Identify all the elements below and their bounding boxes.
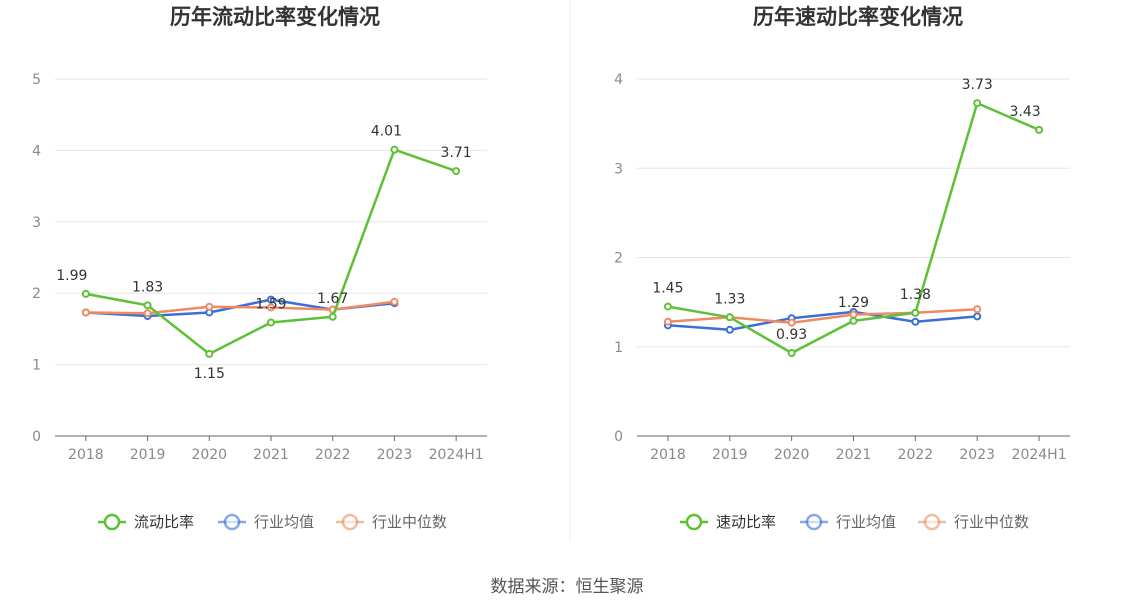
x-tick-label: 2021: [253, 447, 289, 463]
data-point-median: [663, 317, 672, 326]
data-label: 3.43: [1009, 104, 1040, 120]
data-point-median: [143, 309, 152, 318]
data-point-primary: [725, 313, 734, 322]
legend-swatch-marker: [223, 513, 241, 531]
y-tick-label: 5: [32, 72, 41, 88]
legend-label: 行业中位数: [372, 513, 447, 531]
data-label: 3.73: [962, 77, 993, 93]
data-point-median: [267, 303, 275, 312]
chart-title: 历年速动比率变化情况: [753, 5, 963, 29]
legend-swatch-marker: [923, 513, 941, 531]
data-point-primary: [452, 167, 461, 176]
data-label: 1.67: [317, 291, 348, 307]
data-point-primary: [1035, 125, 1044, 134]
data-point-median: [390, 297, 399, 306]
y-tick-label: 1: [614, 340, 623, 356]
data-label: 1.29: [838, 295, 869, 311]
y-tick-label: 0: [614, 429, 623, 445]
data-label: 1.83: [132, 279, 163, 295]
data-point-primary: [849, 316, 858, 325]
data-point-primary: [390, 145, 399, 154]
legend-swatch-marker: [103, 513, 121, 531]
data-label: 1.45: [652, 281, 683, 297]
chart-title: 历年流动比率变化情况: [170, 5, 380, 29]
x-tick-label: 2020: [774, 447, 810, 463]
data-point-median: [81, 308, 90, 317]
x-tick-label: 2022: [898, 447, 934, 463]
data-label: 1.99: [56, 268, 87, 284]
x-tick-label: 2018: [68, 447, 104, 463]
legend-label: 行业中位数: [954, 513, 1029, 531]
source-note: 数据来源：恒生聚源: [490, 577, 644, 597]
data-point-median: [973, 305, 982, 314]
y-tick-label: 0: [32, 429, 41, 445]
data-point-median: [205, 302, 214, 311]
legend-swatch-marker: [341, 513, 359, 531]
data-point-primary: [81, 289, 90, 298]
data-label: 3.71: [441, 145, 472, 161]
y-tick-label: 1: [32, 358, 41, 374]
data-point-avg: [911, 317, 920, 326]
data-point-avg: [267, 295, 275, 304]
data-point-primary: [205, 349, 214, 358]
legend-label: 行业均值: [254, 513, 314, 531]
legend-label: 流动比率: [134, 513, 194, 531]
data-point-primary: [973, 99, 982, 108]
x-tick-label: 2023: [959, 447, 995, 463]
data-label: 1.33: [714, 291, 745, 307]
x-tick-label: 2022: [315, 447, 351, 463]
data-point-primary: [911, 308, 920, 317]
data-point-median: [787, 318, 796, 327]
data-point-primary: [787, 348, 796, 357]
data-point-primary: [143, 301, 152, 310]
data-label: 0.93: [776, 327, 807, 343]
y-tick-label: 3: [614, 161, 623, 177]
data-point-primary: [663, 302, 672, 311]
legend-label: 速动比率: [716, 513, 776, 531]
series-line-avg: [667, 310, 978, 332]
series-line-median: [667, 308, 978, 324]
y-tick-label: 2: [32, 286, 41, 302]
x-tick-label: 2019: [712, 447, 748, 463]
data-point-avg: [725, 325, 734, 334]
x-tick-label: 2024H1: [429, 447, 484, 463]
y-tick-label: 4: [32, 143, 41, 159]
y-tick-label: 3: [32, 215, 41, 231]
x-tick-label: 2024H1: [1012, 447, 1067, 463]
x-tick-label: 2023: [377, 447, 413, 463]
x-tick-label: 2021: [836, 447, 872, 463]
series-line-median: [85, 300, 395, 315]
data-point-primary: [267, 318, 275, 327]
legend-swatch-marker: [685, 513, 703, 531]
x-tick-label: 2019: [130, 447, 166, 463]
x-tick-label: 2018: [650, 447, 686, 463]
y-tick-label: 4: [614, 72, 623, 88]
data-point-median: [849, 310, 858, 319]
x-tick-label: 2020: [191, 447, 227, 463]
data-label: 1.59: [255, 296, 286, 312]
legend-swatch-marker: [805, 513, 823, 531]
data-point-avg: [973, 312, 982, 321]
data-label: 1.38: [900, 287, 931, 303]
legend-label: 行业均值: [836, 513, 896, 531]
data-label: 1.15: [194, 366, 225, 382]
data-label: 4.01: [371, 124, 402, 140]
y-tick-label: 2: [614, 251, 623, 267]
data-point-primary: [328, 312, 337, 321]
